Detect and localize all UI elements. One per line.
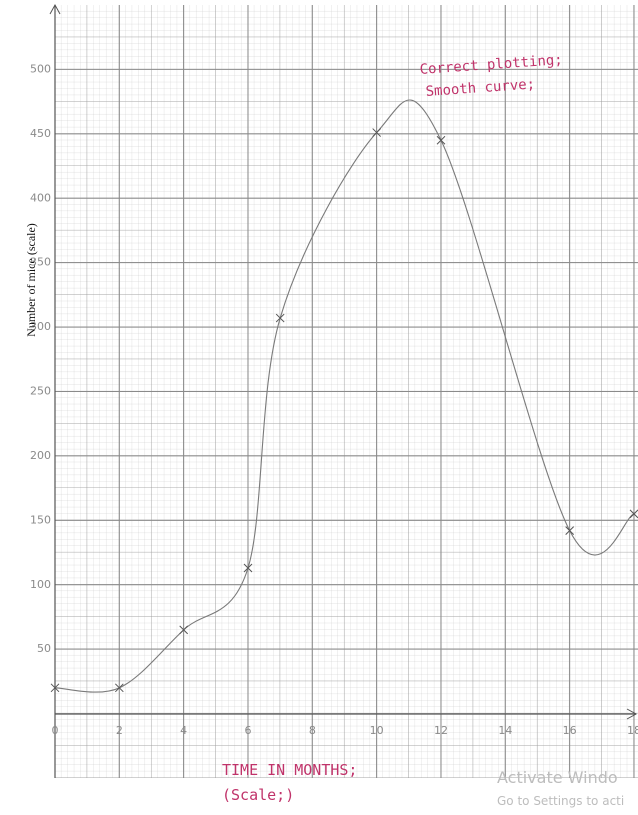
y-tick-label: 50 <box>37 642 51 655</box>
data-point <box>565 526 575 535</box>
y-axis-label: Number of mice (scale) <box>24 223 38 337</box>
x-tick-label: 8 <box>309 724 316 737</box>
x-tick-label: 18 <box>627 724 638 737</box>
data-point <box>179 625 189 635</box>
x-axis-label-scale: (Scale;) <box>222 786 294 804</box>
watermark: Activate Windo <box>497 768 618 787</box>
y-tick-label: 450 <box>30 127 51 140</box>
data-point <box>275 313 285 323</box>
grid <box>54 5 638 778</box>
y-tick-label: 100 <box>30 578 51 591</box>
x-tick-label: 14 <box>498 724 512 737</box>
x-tick-label: 4 <box>180 724 187 737</box>
data-point <box>50 683 60 693</box>
data-line <box>54 99 635 693</box>
y-tick-label: 500 <box>30 62 51 75</box>
x-tick-label: 10 <box>370 724 384 737</box>
y-tick-label: 250 <box>30 385 51 398</box>
data-point <box>114 683 124 693</box>
y-tick-label: 400 <box>30 191 51 204</box>
y-tick-label: 200 <box>30 449 51 462</box>
watermark: Go to Settings to acti <box>497 794 624 808</box>
data-point <box>243 563 253 573</box>
x-tick-label: 12 <box>434 724 448 737</box>
data-point <box>436 135 446 145</box>
x-tick-label: 6 <box>245 724 252 737</box>
x-tick-label: 16 <box>563 724 577 737</box>
x-axis-arrow <box>626 708 638 720</box>
x-tick-label: 0 <box>52 724 59 737</box>
x-tick-label: 2 <box>116 724 123 737</box>
y-tick-label: 350 <box>30 256 51 269</box>
data-point <box>629 509 638 519</box>
annotation: Smooth curve; <box>425 76 535 100</box>
y-axis-arrow <box>49 3 61 15</box>
y-tick-label: 150 <box>30 513 51 526</box>
x-axis-label: TIME IN MONTHS; <box>222 761 357 779</box>
data-point <box>372 128 382 137</box>
y-tick-label: 300 <box>30 320 51 333</box>
